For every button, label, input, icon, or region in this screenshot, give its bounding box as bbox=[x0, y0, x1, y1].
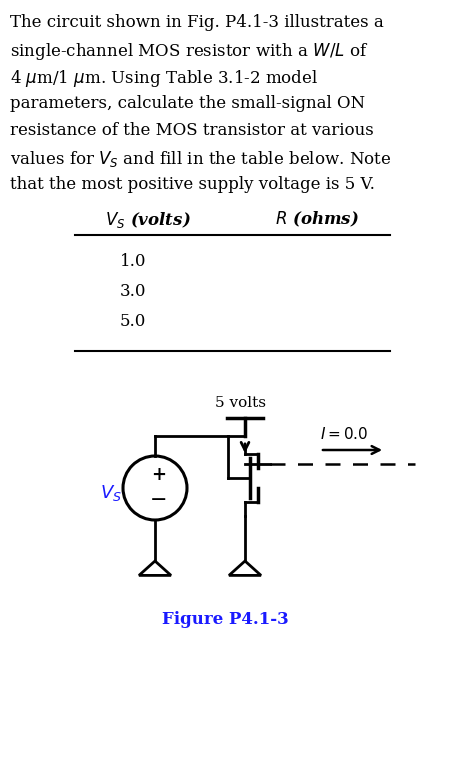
Text: $I = 0.0$: $I = 0.0$ bbox=[320, 426, 369, 442]
Text: $V_S$ (volts): $V_S$ (volts) bbox=[105, 210, 191, 230]
Text: Figure P4.1-3: Figure P4.1-3 bbox=[162, 611, 288, 628]
Text: single-channel MOS resistor with a $W/L$ of: single-channel MOS resistor with a $W/L$… bbox=[10, 41, 368, 62]
Text: 3.0: 3.0 bbox=[120, 283, 147, 300]
Text: 4 $\mu$m/1 $\mu$m. Using Table 3.1-2 model: 4 $\mu$m/1 $\mu$m. Using Table 3.1-2 mod… bbox=[10, 68, 318, 89]
Text: parameters, calculate the small-signal ON: parameters, calculate the small-signal O… bbox=[10, 95, 365, 112]
Text: +: + bbox=[152, 466, 166, 484]
Text: 5.0: 5.0 bbox=[120, 313, 146, 330]
Text: that the most positive supply voltage is 5 V.: that the most positive supply voltage is… bbox=[10, 176, 375, 193]
Text: values for $V_S$ and fill in the table below. Note: values for $V_S$ and fill in the table b… bbox=[10, 149, 391, 169]
Text: $R$ (ohms): $R$ (ohms) bbox=[275, 210, 359, 229]
Text: 5 volts: 5 volts bbox=[215, 396, 266, 410]
Text: resistance of the MOS transistor at various: resistance of the MOS transistor at vari… bbox=[10, 122, 374, 139]
Text: 1.0: 1.0 bbox=[120, 253, 147, 270]
Text: The circuit shown in Fig. P4.1-3 illustrates a: The circuit shown in Fig. P4.1-3 illustr… bbox=[10, 14, 384, 31]
Text: −: − bbox=[150, 491, 168, 510]
Text: $V_S$: $V_S$ bbox=[100, 483, 122, 503]
